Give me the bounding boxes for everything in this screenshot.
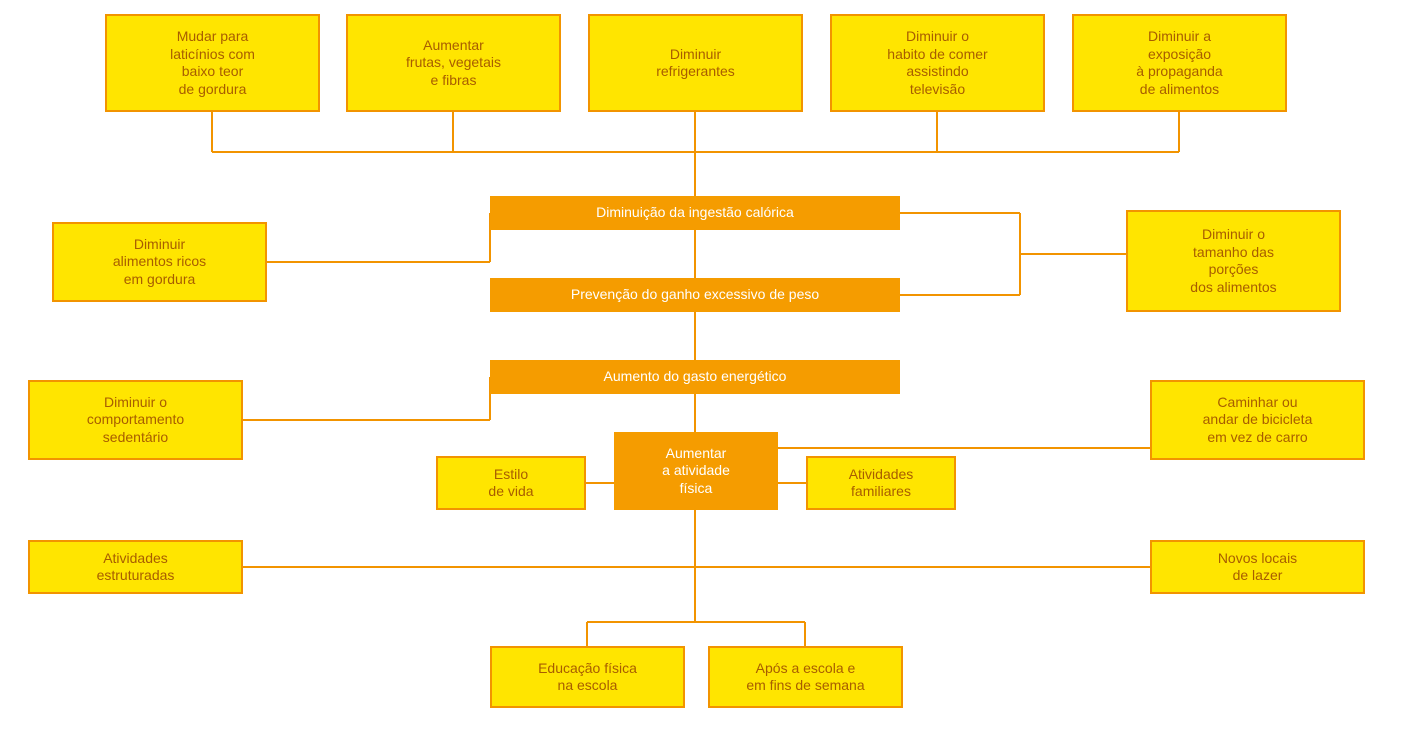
node-n_tv: Diminuir ohabito de comerassistindotelev… (830, 14, 1045, 112)
node-n_gordura: Diminuiralimentos ricosem gordura (52, 222, 267, 302)
node-n_refri: Diminuirrefrigerantes (588, 14, 803, 112)
node-n_estilo: Estilode vida (436, 456, 586, 510)
node-n_lazer: Novos locaisde lazer (1150, 540, 1365, 594)
node-n_familiares: Atividadesfamiliares (806, 456, 956, 510)
node-n_edfisica: Educação físicana escola (490, 646, 685, 708)
node-n_gasto: Aumento do gasto energético (490, 360, 900, 394)
node-n_sedentario: Diminuir ocomportamentosedentário (28, 380, 243, 460)
node-n_laticinios: Mudar paralaticínios combaixo teorde gor… (105, 14, 320, 112)
node-n_porcoes: Diminuir otamanho dasporçõesdos alimento… (1126, 210, 1341, 312)
node-n_prevencao: Prevenção do ganho excessivo de peso (490, 278, 900, 312)
node-n_fibras: Aumentarfrutas, vegetaise fibras (346, 14, 561, 112)
node-n_aposescola: Após a escola eem fins de semana (708, 646, 903, 708)
node-n_propaganda: Diminuir aexposiçãoà propagandade alimen… (1072, 14, 1287, 112)
node-n_estruturadas: Atividadesestruturadas (28, 540, 243, 594)
flowchart-stage: Mudar paralaticínios combaixo teorde gor… (0, 0, 1401, 751)
node-n_atividade: Aumentara atividadefísica (614, 432, 778, 510)
node-n_bicicleta: Caminhar ouandar de bicicletaem vez de c… (1150, 380, 1365, 460)
node-n_ingestao: Diminuição da ingestão calórica (490, 196, 900, 230)
